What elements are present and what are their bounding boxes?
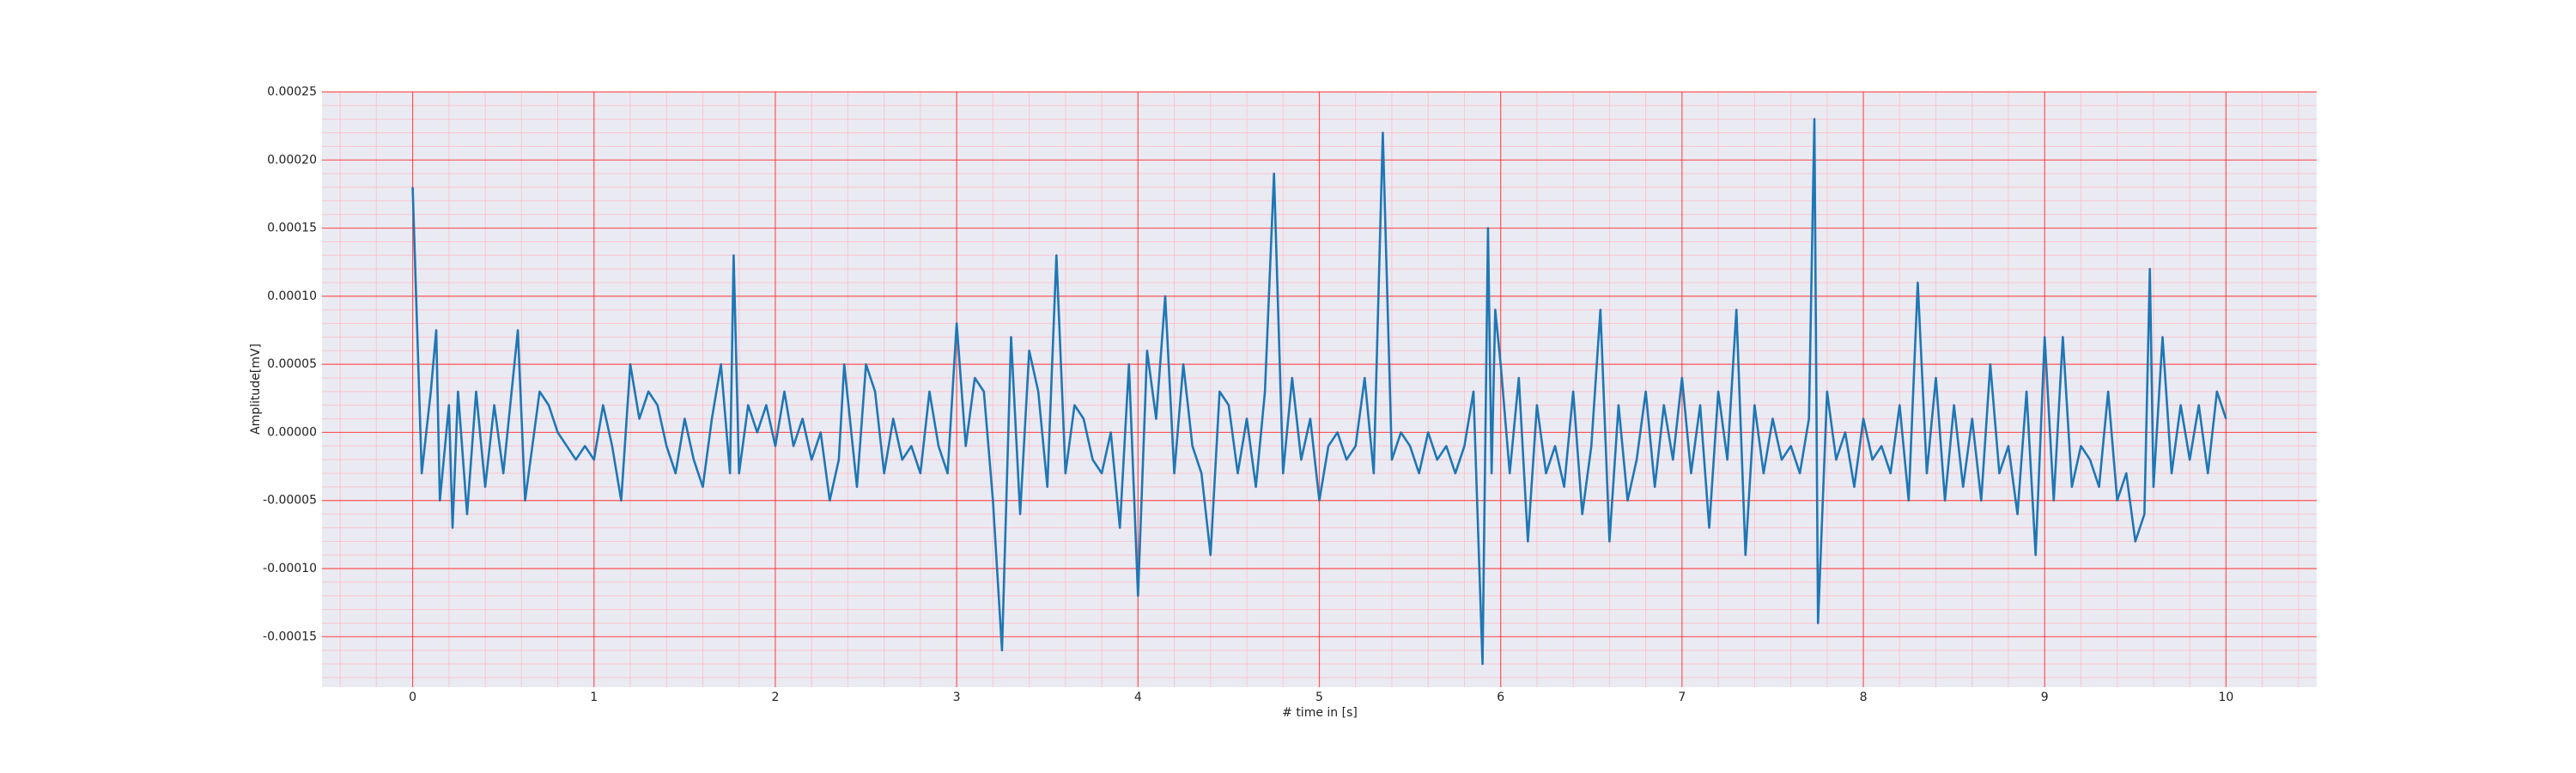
x-tick-label: 10 bbox=[2218, 691, 2233, 704]
y-tick-label: -0.00005 bbox=[263, 494, 317, 508]
x-tick-label: 7 bbox=[1678, 691, 1686, 704]
grid bbox=[322, 91, 2317, 687]
x-tick-label: 1 bbox=[590, 691, 598, 704]
y-tick-label: 0.00020 bbox=[267, 153, 317, 167]
x-tick-label: 6 bbox=[1497, 691, 1504, 704]
x-tick-label: 2 bbox=[771, 691, 779, 704]
y-tick-label: -0.00010 bbox=[263, 562, 317, 575]
x-tick-label: 5 bbox=[1315, 691, 1323, 704]
y-axis-label: Amplitude[mV] bbox=[249, 344, 263, 435]
y-tick-label: 0.00015 bbox=[267, 222, 317, 235]
marks bbox=[411, 118, 2227, 666]
x-tick-label: 0 bbox=[409, 691, 416, 704]
y-tick-label: 0.00025 bbox=[267, 85, 317, 99]
y-tick-label: 0.00000 bbox=[267, 425, 317, 439]
y-tick-label: -0.00015 bbox=[263, 630, 317, 643]
y-tick-label: 0.00010 bbox=[267, 289, 317, 303]
x-tick-label: 4 bbox=[1134, 691, 1142, 704]
y-tick-label: 0.00005 bbox=[267, 357, 317, 371]
x-tick-label: 9 bbox=[2041, 691, 2049, 704]
signal-line bbox=[411, 118, 2227, 666]
x-axis-label: # time in [s] bbox=[1282, 706, 1358, 720]
x-tick-label: 8 bbox=[1860, 691, 1868, 704]
x-tick-label: 3 bbox=[953, 691, 961, 704]
